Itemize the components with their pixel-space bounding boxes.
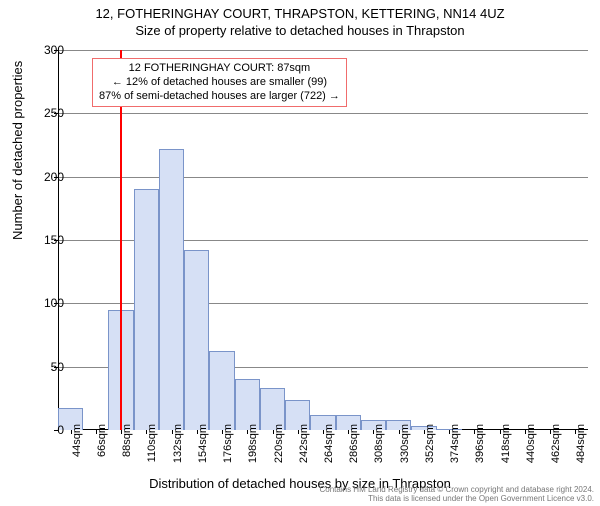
page-subtitle: Size of property relative to detached ho… (0, 23, 600, 38)
x-tick-label: 220sqm (273, 424, 285, 463)
x-tick-label: 418sqm (500, 424, 512, 463)
histogram-bar (184, 250, 209, 430)
x-tick-label: 242sqm (298, 424, 310, 463)
histogram-bar (209, 351, 234, 430)
x-tick-label: 132sqm (172, 424, 184, 463)
x-tick-label: 176sqm (222, 424, 234, 463)
y-axis-label: Number of detached properties (10, 61, 25, 240)
histogram-bar (159, 149, 184, 430)
x-tick-label: 396sqm (474, 424, 486, 463)
y-tick-label: 250 (24, 106, 64, 120)
x-tick-label: 44sqm (71, 424, 83, 457)
y-tick-label: 150 (24, 233, 64, 247)
x-tick-label: 484sqm (575, 424, 587, 463)
x-tick-label: 462sqm (550, 424, 562, 463)
callout-line: 12 FOTHERINGHAY COURT: 87sqm (99, 62, 340, 76)
callout-box: 12 FOTHERINGHAY COURT: 87sqm ← 12% of de… (92, 58, 347, 107)
x-tick-label: 308sqm (373, 424, 385, 463)
x-tick-label: 88sqm (121, 424, 133, 457)
callout-line: ← 12% of detached houses are smaller (99… (99, 76, 340, 90)
page-title: 12, FOTHERINGHAY COURT, THRAPSTON, KETTE… (0, 6, 600, 21)
grid-line (58, 50, 588, 51)
y-tick-label: 100 (24, 296, 64, 310)
x-tick-label: 110sqm (146, 424, 158, 462)
attribution-text: Contains HM Land Registry data © Crown c… (320, 486, 595, 504)
x-tick-label: 286sqm (348, 424, 360, 463)
y-tick-label: 50 (24, 360, 64, 374)
x-tick-label: 154sqm (197, 424, 209, 463)
x-tick-label: 440sqm (525, 424, 537, 463)
callout-line: 87% of semi-detached houses are larger (… (99, 90, 340, 104)
histogram-bar (235, 379, 260, 430)
x-tick-label: 330sqm (399, 424, 411, 463)
grid-line (58, 177, 588, 178)
x-tick-label: 66sqm (96, 424, 108, 457)
x-tick-label: 374sqm (449, 424, 461, 463)
grid-line (58, 113, 588, 114)
histogram-bar (134, 189, 159, 430)
y-tick-label: 300 (24, 43, 64, 57)
x-tick-label: 264sqm (323, 424, 335, 463)
x-tick-label: 198sqm (247, 424, 259, 463)
x-tick-label: 352sqm (424, 424, 436, 463)
y-tick-label: 0 (24, 423, 64, 437)
y-tick-label: 200 (24, 170, 64, 184)
